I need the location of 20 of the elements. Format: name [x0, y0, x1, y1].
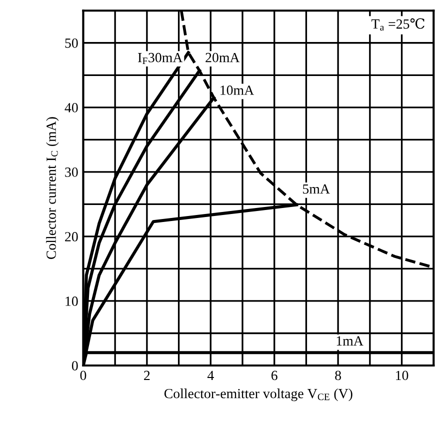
y-tick-label: 0	[72, 361, 78, 370]
y-tick-label: 50	[65, 38, 78, 48]
y-tick-label: 30	[65, 168, 78, 177]
x-tick-label: 10	[396, 370, 408, 380]
y-axis-title: Collector current I$_{C}$ (mA)	[46, 117, 59, 260]
series-label: 1mA	[336, 336, 364, 346]
y-tick-label: 40	[64, 102, 78, 112]
y-tick-label: 20	[65, 232, 78, 242]
x-tick-label: 4	[207, 370, 214, 380]
x-tick-label: 0	[80, 370, 86, 380]
series-label: 20mA	[206, 52, 240, 62]
series-label: I$_{F}$30mA	[138, 52, 183, 64]
x-tick-label: 8	[335, 370, 341, 380]
annotation: T$_{a}$ =25℃	[371, 18, 424, 31]
x-tick-label: 6	[271, 370, 278, 380]
series-label: 5mA	[303, 184, 330, 194]
x-axis-title: Collector-emitter voltage V$_{CE}$ (V)	[164, 388, 352, 402]
y-tick-label: 10	[66, 296, 78, 306]
series-label: 10mA	[220, 86, 254, 95]
x-tick-label: 2	[144, 370, 150, 380]
